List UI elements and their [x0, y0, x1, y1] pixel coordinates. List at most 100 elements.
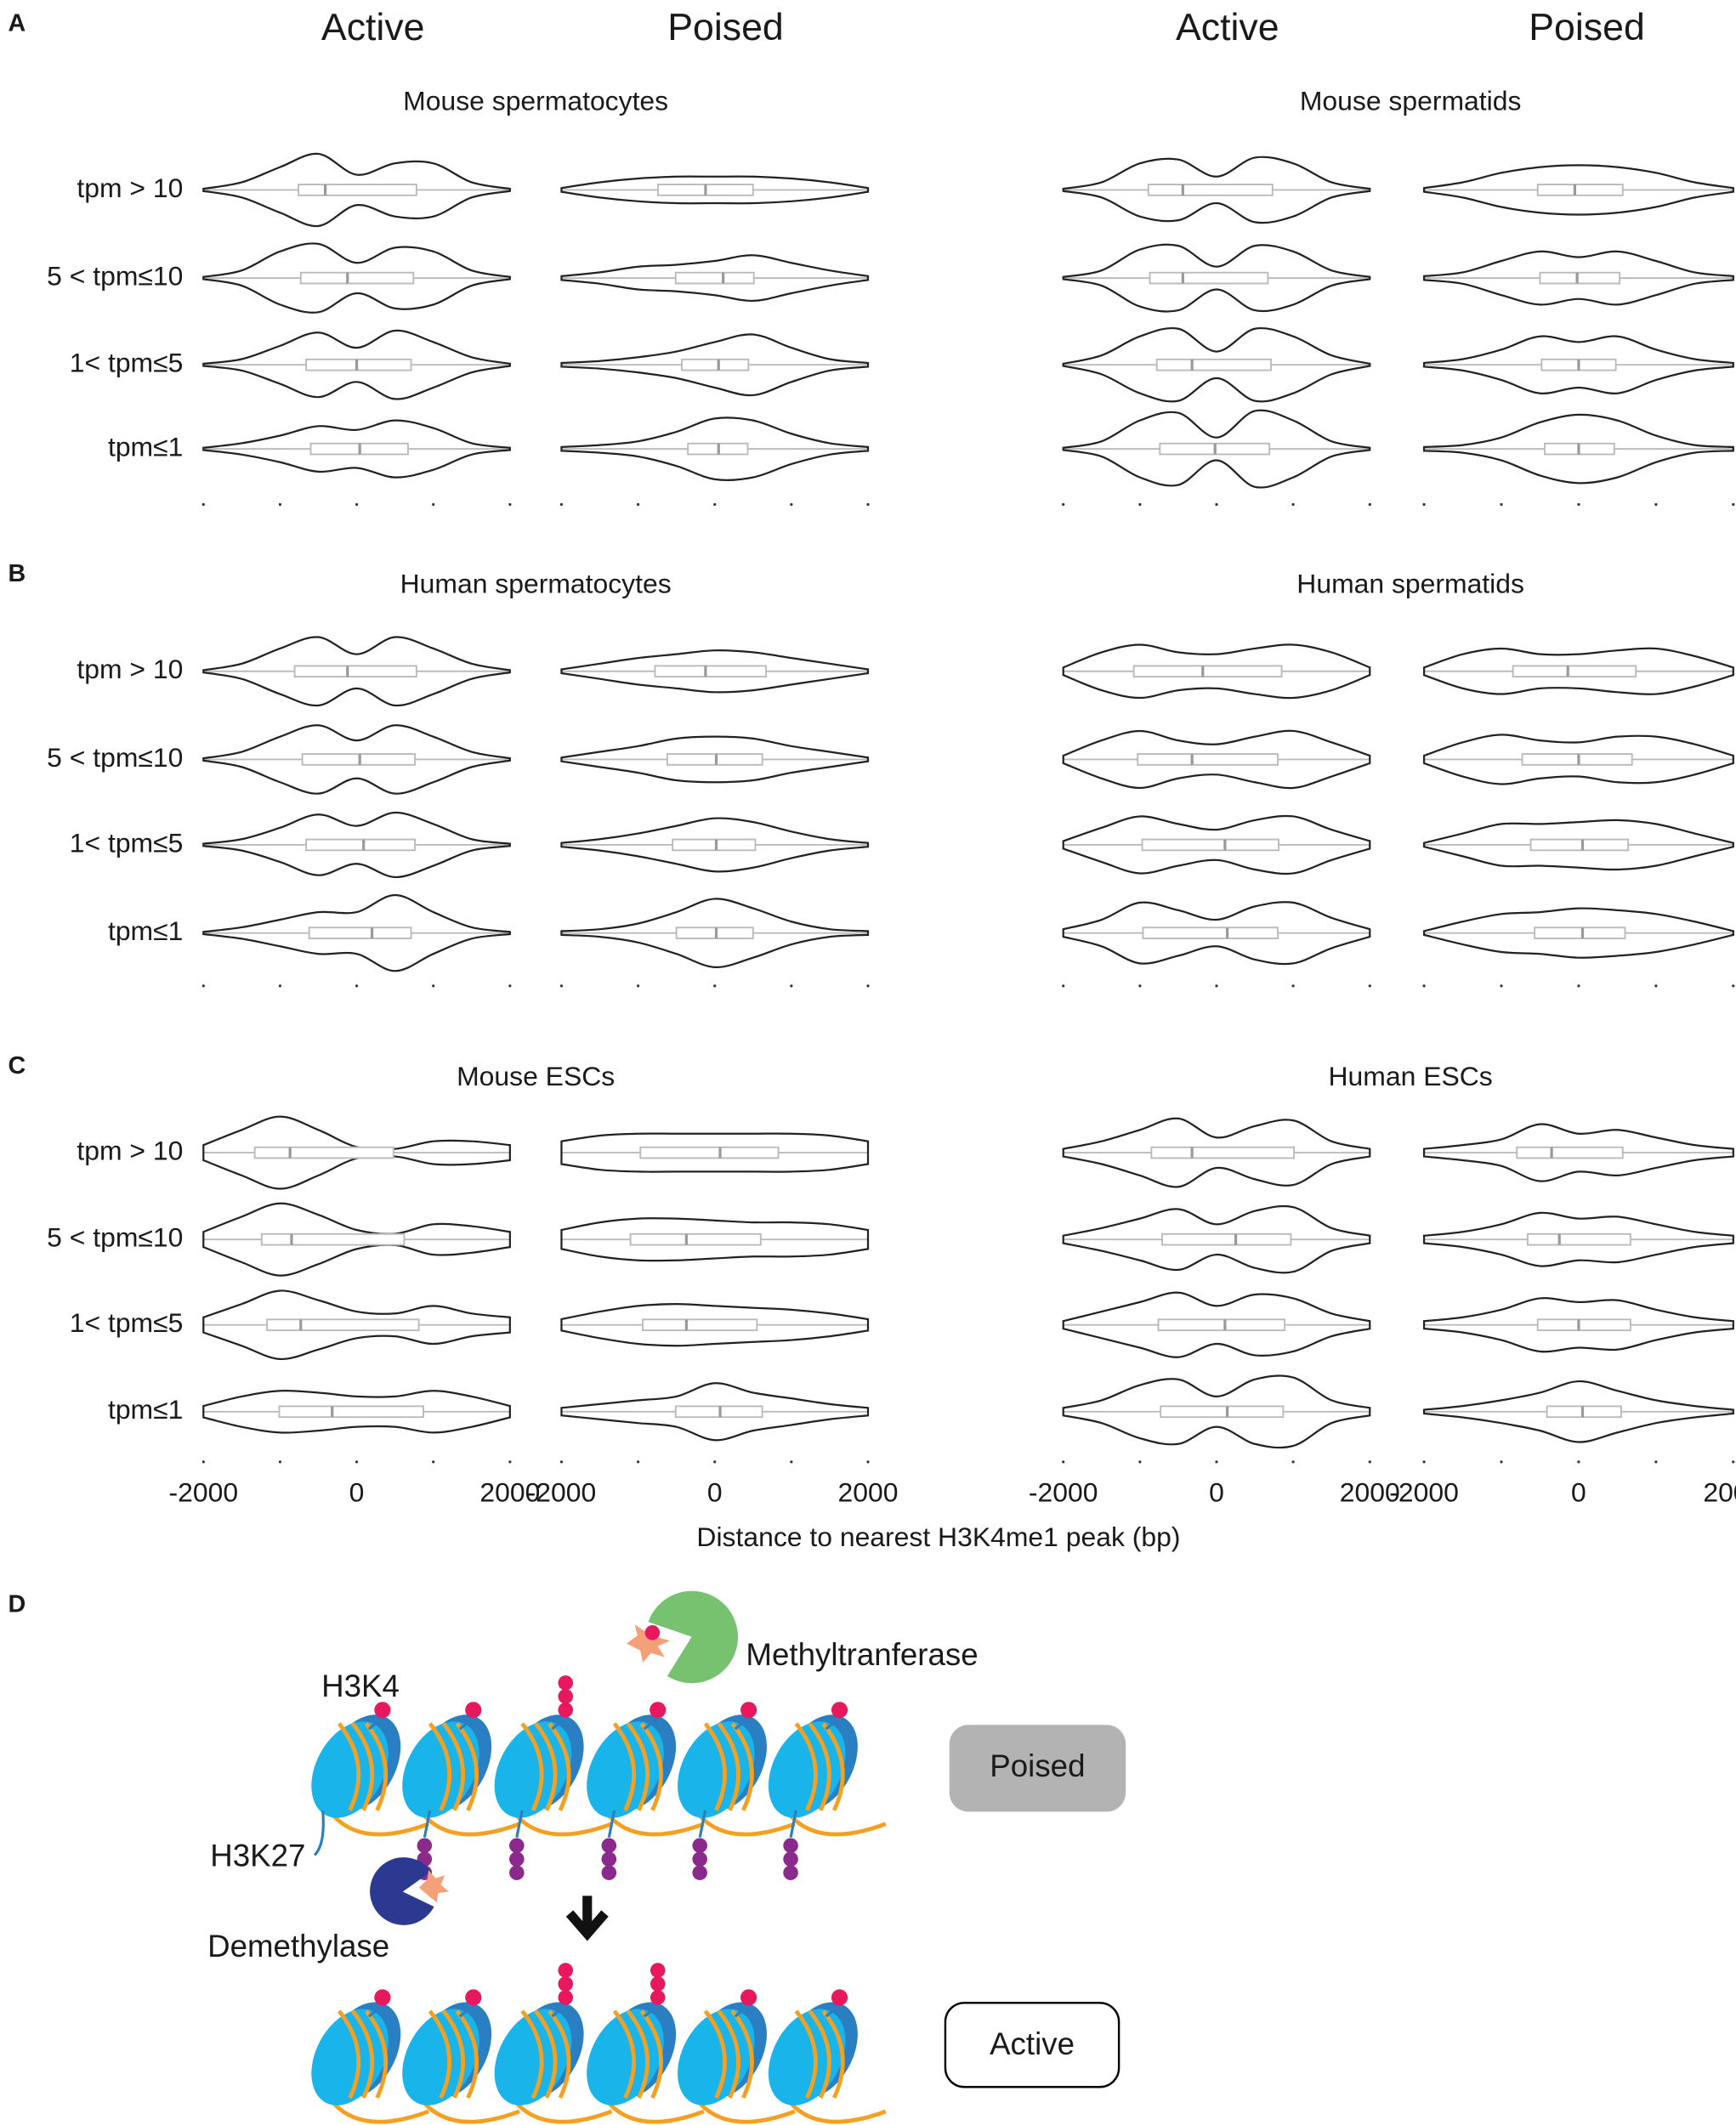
violin [1422, 413, 1734, 484]
dna [698, 1814, 796, 1837]
box [1546, 1405, 1622, 1419]
dna-wrap [441, 1722, 465, 1811]
x-tick-label: 0 [707, 1477, 723, 1508]
box [278, 1405, 424, 1419]
dna [607, 2101, 705, 2124]
minor-tick-mark [1291, 502, 1295, 507]
box [1137, 753, 1279, 766]
chart-title: Human spermatids [1296, 569, 1524, 599]
minor-tick-mark [432, 502, 435, 507]
dna-wrap [364, 2009, 389, 2100]
dna-wrap [639, 1722, 663, 1811]
violin [202, 1202, 511, 1277]
dna [698, 2101, 796, 2124]
methyl-mark [650, 1990, 666, 2005]
dna [423, 1814, 520, 1837]
box [260, 1232, 406, 1246]
violin [1062, 729, 1371, 790]
violin [1422, 335, 1734, 394]
stem [734, 1717, 750, 1731]
x-tick-label: 0 [1209, 1477, 1224, 1508]
tick-mark [866, 1460, 870, 1464]
violin [560, 898, 870, 968]
x-tick-label: -2000 [527, 1477, 597, 1508]
minor-tick-mark [636, 502, 640, 507]
violin [560, 254, 870, 303]
minor-tick-mark [1500, 984, 1503, 988]
dna [423, 2101, 520, 2124]
violin [1062, 1374, 1371, 1449]
tick-mark [1422, 1460, 1426, 1464]
tick-mark [1368, 1460, 1371, 1464]
box [1521, 753, 1633, 766]
dna-wrap [547, 2009, 571, 2100]
box [1516, 1146, 1624, 1159]
methyl-mark [558, 1702, 574, 1718]
h3k27-mark [417, 1838, 433, 1854]
x-tick-label: 2000 [838, 1477, 899, 1508]
box [629, 1232, 762, 1246]
x-tick-label: 0 [349, 1477, 365, 1508]
tick-mark [559, 502, 564, 507]
stem [698, 1810, 707, 1839]
dna-wrap [821, 1722, 845, 1811]
chart-title: Mouse ESCs [457, 1061, 615, 1091]
tick-mark [1215, 1460, 1218, 1464]
h3k27-mark [783, 1851, 798, 1867]
violin [560, 175, 870, 205]
methyl-mark [558, 1976, 574, 1992]
tick-mark [866, 502, 870, 507]
violin [1062, 901, 1371, 966]
dna-wrap [794, 2009, 818, 2100]
column-title: Poised [1529, 7, 1645, 48]
dna-wrap [639, 2009, 663, 2100]
dna [515, 2101, 613, 2124]
dna-wrap [350, 2009, 375, 2100]
stem [551, 1717, 567, 1731]
x-tick-label: 2000 [1703, 1477, 1736, 1508]
violin [202, 329, 511, 400]
box [1529, 838, 1630, 852]
methyl-mark [374, 1702, 391, 1719]
violin [560, 649, 870, 694]
methyl-mark [558, 1990, 574, 2005]
violin [1062, 814, 1371, 876]
catalysis [627, 1624, 671, 1663]
panel-label: D [9, 1591, 26, 1618]
violin [202, 1389, 511, 1434]
active-box [944, 2002, 1120, 2088]
methyl-mark [831, 1702, 848, 1719]
box [681, 358, 750, 371]
box [266, 1318, 420, 1332]
minor-tick-mark [1500, 502, 1503, 507]
tick-mark [1368, 502, 1371, 507]
methyl-mark [650, 1702, 667, 1719]
chart-title: Human spermatocytes [400, 569, 672, 599]
row-label: 1< tpm≤5 [70, 1307, 184, 1338]
tick-mark [1577, 1460, 1580, 1464]
methyl-mark [465, 1702, 482, 1719]
h3k27-mark [783, 1838, 798, 1854]
minor-tick-mark [1291, 1460, 1295, 1464]
violin [1062, 409, 1371, 489]
violin [1422, 1123, 1734, 1182]
violin [202, 724, 511, 795]
violin [1062, 243, 1371, 313]
minor-tick-mark [432, 1460, 435, 1464]
x-axis-label: Distance to nearest H3K4me1 peak (bp) [696, 1522, 1180, 1552]
row-label: 1< tpm≤5 [70, 827, 184, 858]
h3k27-mark [509, 1838, 525, 1854]
h3k27-mark [509, 1851, 525, 1867]
violin [1422, 819, 1734, 871]
box [253, 1146, 394, 1159]
row-label: tpm≤1 [108, 1394, 183, 1425]
dna-wrap [612, 2009, 636, 2100]
stem [607, 1810, 616, 1839]
dna-wrap [626, 2009, 650, 2100]
violin [202, 152, 511, 227]
tick-mark [559, 984, 564, 988]
tick-mark [1577, 502, 1580, 507]
tick-mark [866, 984, 870, 988]
